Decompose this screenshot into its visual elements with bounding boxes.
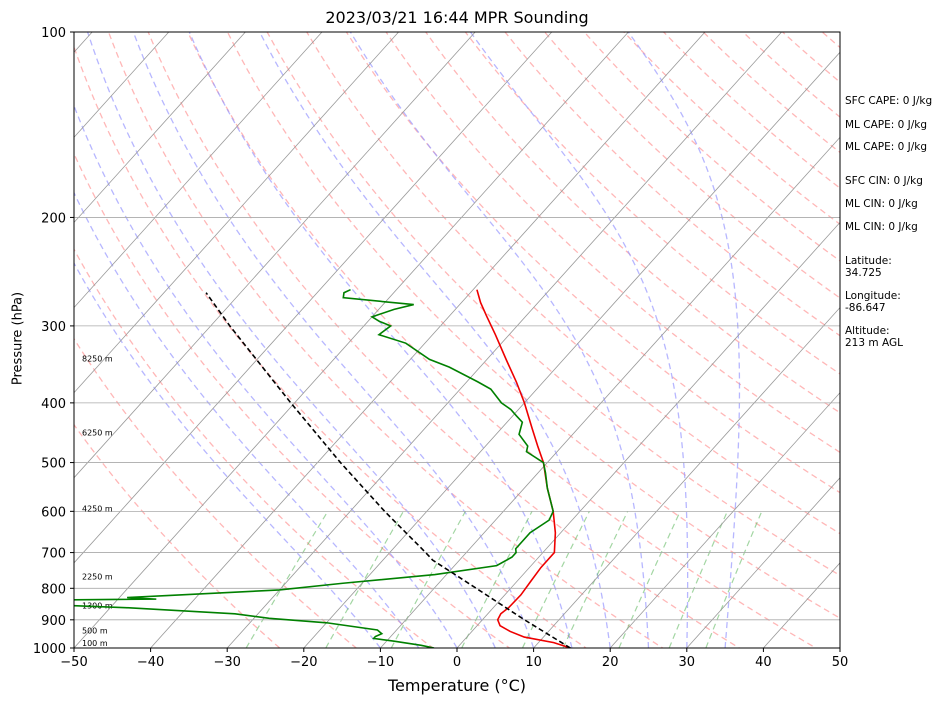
moist-adiabat: [627, 32, 741, 648]
isotherm-line: [533, 306, 840, 648]
x-tick-label: −40: [137, 655, 164, 670]
plot-frame: [73, 31, 841, 649]
y-tick-label: 200: [41, 211, 66, 226]
mixing-ratio-line: [461, 511, 533, 648]
ml-cape-1: ML CAPE: 0 J/kg: [845, 119, 928, 131]
height-label: 6250 m: [82, 428, 113, 437]
dry-adiabat: [702, 32, 840, 154]
y-tick-label: 100: [41, 26, 66, 41]
x-tick-label: 20: [602, 655, 619, 670]
dry-adiabat: [107, 32, 664, 648]
mixing-ratio-line: [245, 511, 329, 648]
mixing-ratio-line: [390, 511, 466, 648]
moist-adiabat: [86, 32, 496, 648]
dry-adiabat: [306, 32, 840, 535]
y-tick-label: 800: [41, 582, 66, 597]
isotherm-line: [226, 32, 782, 648]
x-tick-label: 50: [832, 655, 849, 670]
y-tick-label: 600: [41, 505, 66, 520]
dry-adiabat: [504, 32, 840, 337]
isotherm-line: [456, 221, 840, 648]
dry-adiabat: [74, 337, 358, 648]
altitude: Altitude: 213 m AGL: [845, 325, 903, 349]
y-tick-label: 700: [41, 547, 66, 562]
longitude: Longitude: -86.647: [845, 290, 901, 314]
isotherm-line: [74, 32, 629, 648]
moist-adiabat: [74, 104, 458, 648]
height-label: 8250 m: [82, 354, 113, 363]
dry-adiabat: [74, 423, 281, 648]
altitude-value: 213 m AGL: [845, 337, 903, 349]
moist-adiabat: [188, 32, 573, 648]
y-tick-label: 400: [41, 397, 66, 412]
latitude: Latitude: 34.725: [845, 255, 892, 279]
isotherm-line: [74, 32, 246, 224]
x-tick-label: 10: [525, 655, 542, 670]
isotherm-line: [74, 32, 170, 138]
dewpoint-profile: [74, 288, 555, 648]
isotherm-line: [150, 32, 706, 648]
dry-adiabat: [74, 248, 434, 648]
y-axis-label: Pressure (hPa): [10, 291, 26, 386]
height-label: 2250 m: [82, 573, 113, 582]
ml-cin-1: ML CIN: 0 J/kg: [845, 198, 918, 210]
longitude-value: -86.647: [845, 302, 886, 314]
temperature-profile: [476, 289, 571, 648]
isotherm-line: [74, 32, 399, 394]
longitude-label: Longitude:: [845, 290, 901, 302]
isotherm-line: [303, 51, 840, 648]
altitude-label: Altitude:: [845, 325, 890, 337]
moist-adiabat: [74, 261, 381, 648]
ml-cape-2: ML CAPE: 0 J/kg: [845, 141, 928, 153]
height-label: 4250 m: [82, 505, 113, 514]
latitude-value: 34.725: [845, 267, 882, 279]
dry-adiabat: [74, 152, 511, 648]
moist-adiabat: [469, 32, 689, 648]
sfc-cin: SFC CIN: 0 J/kg: [845, 175, 923, 187]
dry-adiabat: [147, 32, 741, 648]
dry-adiabat: [74, 45, 588, 648]
dry-adiabat: [266, 32, 840, 577]
isotherm-line: [609, 392, 840, 648]
isotherm-line: [686, 477, 840, 648]
mixing-ratio-line: [668, 511, 728, 648]
x-tick-label: −30: [213, 655, 240, 670]
latitude-label: Latitude:: [845, 255, 892, 267]
dry-adiabat: [226, 32, 840, 619]
moist-adiabat: [259, 32, 611, 648]
moist-adiabat: [349, 32, 650, 648]
moist-adiabat: [74, 191, 420, 648]
y-tick-label: 300: [41, 320, 66, 335]
y-tick-label: 1000: [33, 642, 66, 657]
chart-title: 2023/03/21 16:44 MPR Sounding: [325, 8, 589, 27]
ml-cin-2: ML CIN: 0 J/kg: [845, 221, 918, 233]
isotherm-line: [380, 136, 840, 648]
x-tick-label: 0: [453, 655, 461, 670]
x-tick-label: 30: [679, 655, 696, 670]
x-axis-label: Temperature (°C): [387, 676, 527, 695]
x-tick-label: −10: [367, 655, 394, 670]
isotherm-line: [74, 32, 476, 479]
dry-adiabat: [345, 32, 840, 494]
height-label: 500 m: [82, 627, 108, 636]
sfc-cape: SFC CAPE: 0 J/kg: [845, 95, 933, 107]
parcel-profile: [205, 292, 571, 648]
y-tick-label: 900: [41, 614, 66, 629]
dry-adiabat: [924, 18, 946, 661]
x-tick-label: 40: [755, 655, 772, 670]
mixing-ratio-line: [325, 511, 404, 648]
isotherm-line: [74, 32, 553, 564]
x-tick-label: −50: [60, 655, 87, 670]
dry-adiabat: [187, 32, 818, 648]
mixing-ratio-line: [521, 511, 590, 648]
y-tick-label: 500: [41, 457, 66, 472]
isotherm-line: [74, 32, 323, 309]
dry-adiabat: [464, 32, 840, 375]
height-label: 100 m: [82, 639, 108, 648]
x-tick-label: −20: [290, 655, 317, 670]
